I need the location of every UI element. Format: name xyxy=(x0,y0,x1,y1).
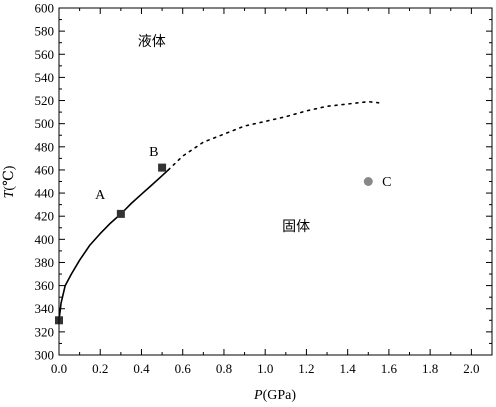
y-tick-label: 560 xyxy=(35,47,55,62)
x-tick-label: 1.4 xyxy=(340,361,357,376)
x-tick-label: 1.8 xyxy=(422,361,438,376)
solid-phase-line xyxy=(58,169,169,321)
dotted-phase-line xyxy=(167,100,380,171)
square-marker xyxy=(116,209,125,218)
x-tick-label: 2.0 xyxy=(463,361,479,376)
curve-series xyxy=(58,100,380,321)
y-tick-label: 500 xyxy=(35,116,55,131)
plot-frame xyxy=(58,7,493,356)
x-tick-label: 1.2 xyxy=(298,361,314,376)
circle-marker xyxy=(363,177,373,186)
x-tick-label: 0.4 xyxy=(133,361,150,376)
point-label: C xyxy=(382,175,391,190)
x-tick-label: 0.0 xyxy=(51,361,67,376)
y-tick-label: 340 xyxy=(35,301,55,316)
x-axis-label: P(GPa) xyxy=(253,388,296,403)
point-label: A xyxy=(95,188,106,203)
y-tick-label: 540 xyxy=(35,70,55,85)
point-label: B xyxy=(149,145,158,160)
y-tick-label: 380 xyxy=(35,255,55,270)
y-axis-label: T(℃) xyxy=(2,165,17,198)
x-tick-label: 0.6 xyxy=(175,361,192,376)
y-tick-label: 460 xyxy=(35,162,55,177)
y-tick-label: 520 xyxy=(35,93,55,108)
y-tick-label: 320 xyxy=(35,324,55,339)
region-label: 固体 xyxy=(282,219,310,235)
x-tick-label: 0.2 xyxy=(92,361,108,376)
x-tick-label: 0.8 xyxy=(216,361,232,376)
x-tick-label: 1.0 xyxy=(257,361,273,376)
y-tick-label: 300 xyxy=(35,348,55,363)
y-tick-label: 580 xyxy=(35,24,55,39)
y-tick-label: 480 xyxy=(35,139,55,154)
y-tick-label: 360 xyxy=(35,278,55,293)
y-tick-label: 400 xyxy=(35,232,55,247)
y-tick-label: 600 xyxy=(35,1,55,16)
y-tick-label: 420 xyxy=(35,209,55,224)
square-marker xyxy=(158,163,167,172)
x-tick-label: 1.6 xyxy=(381,361,398,376)
region-label: 液体 xyxy=(138,34,166,50)
y-tick-label: 440 xyxy=(35,186,55,201)
